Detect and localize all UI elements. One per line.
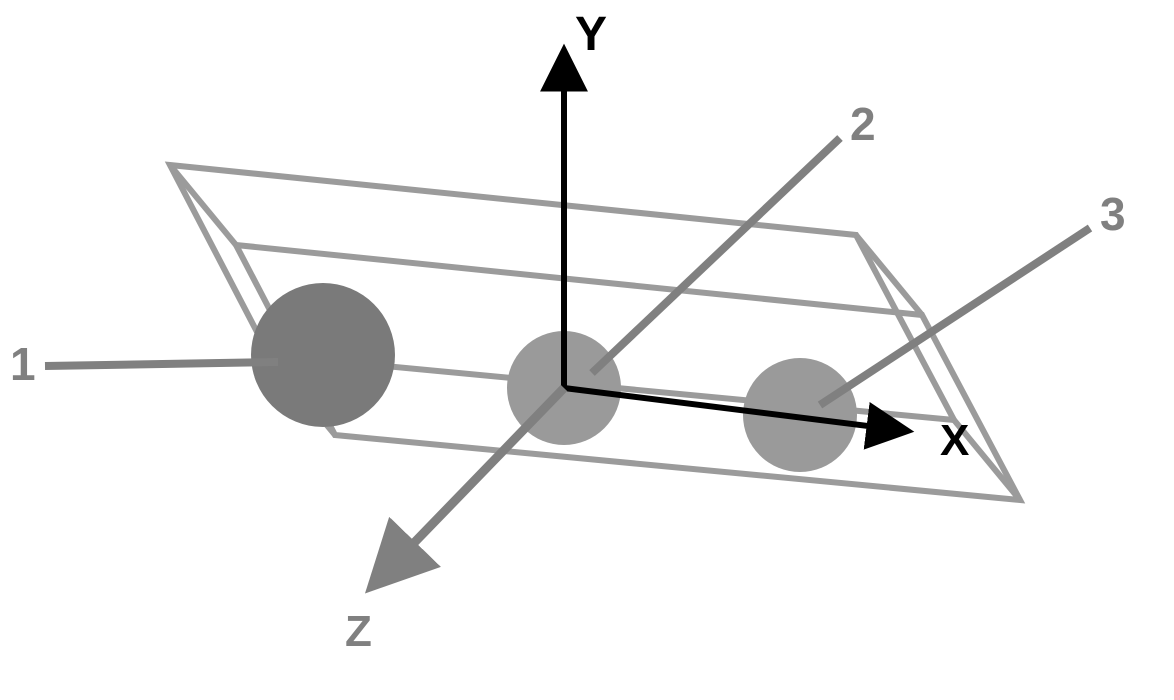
- callout-label-3: 3: [1100, 188, 1126, 240]
- callout-label-2: 2: [850, 98, 876, 150]
- callout-line-2: [592, 138, 840, 373]
- callout-label-1: 1: [10, 338, 36, 390]
- callout-line-1: [45, 362, 278, 366]
- spheres-group: [251, 283, 857, 472]
- diagram-canvas: X Y Z 1 2 3: [0, 0, 1174, 700]
- z-axis-label: Z: [345, 607, 372, 656]
- sphere-1: [251, 283, 395, 427]
- x-axis-label: X: [940, 416, 969, 465]
- z-axis: [380, 388, 564, 578]
- y-axis-label: Y: [575, 8, 607, 61]
